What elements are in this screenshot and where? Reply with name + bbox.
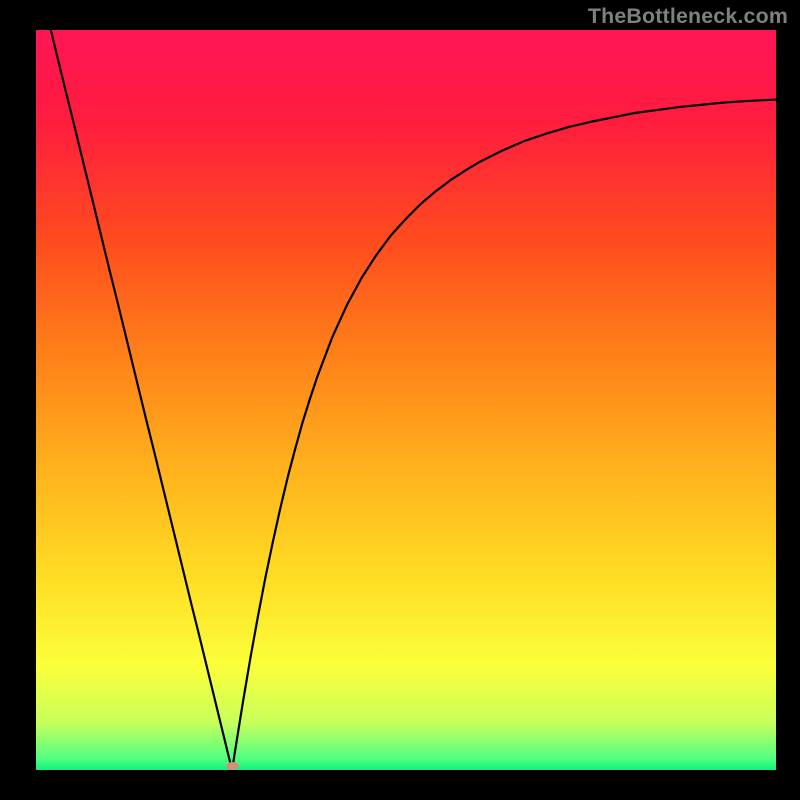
watermark-text: TheBottleneck.com: [588, 4, 788, 29]
plot-area: [36, 30, 776, 770]
curve-layer: [36, 30, 776, 770]
chart-canvas: TheBottleneck.com: [0, 0, 800, 800]
bottleneck-curve: [51, 30, 776, 770]
